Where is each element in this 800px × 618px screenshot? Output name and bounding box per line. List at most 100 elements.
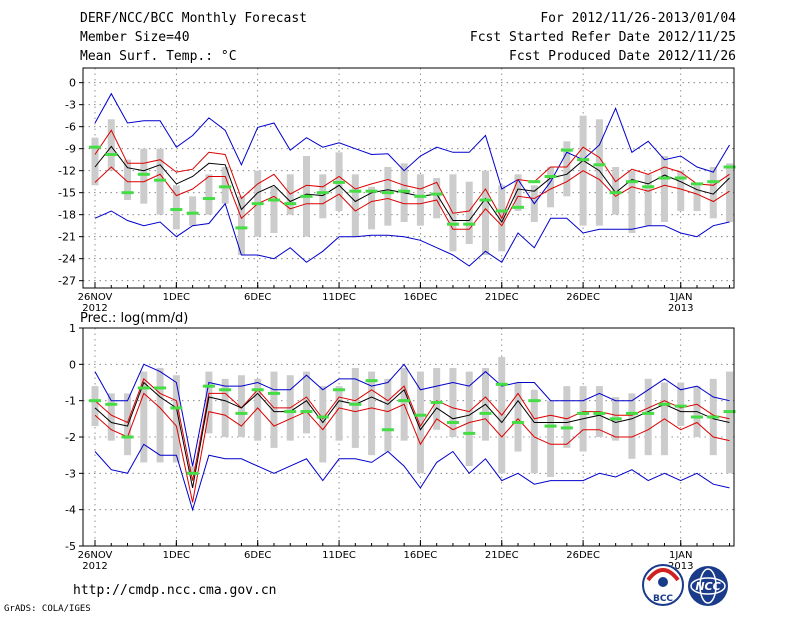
x-tick-label: 11DEC (322, 292, 356, 303)
x-tick-label: 1JAN (669, 292, 692, 303)
ensemble-range-bar (140, 371, 148, 463)
ensemble-range-bar (156, 367, 164, 463)
y-tick-label: -18 (58, 209, 76, 222)
y-tick-label: -1 (65, 395, 76, 408)
y-tick-label: 0 (69, 358, 76, 371)
ensemble-range-bar (449, 367, 457, 437)
x-tick-label: 21DEC (485, 550, 519, 561)
x-year-label: 2012 (82, 561, 107, 572)
svg-text:NCC: NCC (695, 580, 720, 593)
ensemble-range-bar (205, 371, 213, 434)
panel-frame (82, 67, 735, 289)
ensemble-range-bar (221, 378, 229, 437)
y-tick-label: -12 (58, 165, 76, 178)
series-max-line (94, 363, 730, 467)
ensemble-range-bar (205, 174, 213, 215)
x-tick-label: 1JAN (669, 550, 692, 561)
ensemble-range-bar (563, 141, 571, 197)
ensemble-range-bar (351, 367, 359, 448)
x-year-label: 2012 (82, 303, 107, 314)
ensemble-range-bar (677, 170, 685, 211)
ensemble-range-bar (514, 382, 522, 452)
source-url[interactable]: http://cmdp.ncc.cma.gov.cn (73, 583, 277, 598)
y-tick-label: -3 (65, 467, 76, 480)
ensemble-range-bar (563, 386, 571, 448)
ensemble-range-bar (416, 371, 424, 474)
ensemble-range-bar (644, 174, 652, 226)
ensemble-range-bar (107, 393, 115, 441)
ensemble-range-bar (368, 371, 376, 456)
ensemble-range-bar (628, 170, 636, 233)
ensemble-range-bar (709, 167, 717, 219)
ensemble-range-bar (530, 389, 538, 474)
x-tick-label: 26DEC (566, 550, 600, 561)
ensemble-range-bar (189, 466, 197, 474)
chart-title: DERF/NCC/BCC Monthly Forecast (80, 11, 307, 26)
ensemble-range-bar (465, 371, 473, 467)
ensemble-range-bar (319, 174, 327, 219)
y-tick-label: -4 (65, 504, 76, 517)
x-tick-label: 26NOV (78, 550, 113, 561)
ensemble-range-bar (433, 178, 441, 219)
grads-credit: GrADS: COLA/IGES (4, 604, 91, 614)
y-tick-label: -5 (65, 540, 76, 553)
x-tick-label: 1DEC (163, 292, 190, 303)
ensemble-range-bar (612, 167, 620, 215)
series-upper-line (94, 378, 730, 481)
ensemble-range-bar (140, 148, 148, 204)
ensemble-range-bar (270, 371, 278, 448)
bcc-logo: BCC (642, 564, 684, 606)
x-tick-label: 6DEC (244, 550, 271, 561)
ensemble-range-bar (384, 167, 392, 226)
series-min-line (94, 443, 730, 512)
ensemble-range-bar (319, 386, 327, 463)
y-tick-label: -3 (65, 99, 76, 112)
y-tick-label: -6 (65, 121, 76, 134)
x-tick-label: 21DEC (485, 292, 519, 303)
ensemble-range-bar (237, 196, 245, 255)
series-mean-line (94, 145, 730, 223)
ensemble-range-bar (254, 378, 262, 441)
ensemble-range-bar (726, 371, 734, 474)
x-tick-label: 26NOV (78, 292, 113, 303)
ensemble-range-bar (644, 378, 652, 456)
ensemble-range-bar (107, 119, 115, 171)
x-tick-label: 16DEC (404, 550, 438, 561)
ensemble-range-bar (335, 386, 343, 441)
y-tick-label: 1 (69, 322, 76, 335)
ncc-logo: NCC (688, 566, 728, 606)
series-lower-line (94, 392, 730, 503)
ensemble-range-bar (368, 186, 376, 230)
ensemble-range-bar (124, 159, 132, 200)
ensemble-range-bar (172, 185, 180, 230)
series-max-line (94, 92, 730, 205)
ensemble-range-bar (91, 137, 99, 186)
ensemble-range-bar (595, 119, 603, 226)
ensemble-range-bar (189, 196, 197, 226)
x-year-label: 2013 (668, 303, 693, 314)
y-tick-label: -21 (58, 231, 76, 244)
y-tick-label: -15 (58, 187, 76, 200)
series-mean-line (94, 381, 730, 488)
y-tick-label: -2 (65, 431, 76, 444)
member-size: Member Size=40 (80, 30, 190, 45)
ensemble-range-bar (465, 181, 473, 244)
variable-label: Mean Surf. Temp.: °C (80, 49, 237, 64)
ensemble-range-bar (351, 174, 359, 237)
x-tick-label: 1DEC (163, 550, 190, 561)
ensemble-range-bar (270, 186, 278, 233)
svg-text:BCC: BCC (653, 594, 673, 604)
ensemble-range-bar (433, 367, 441, 430)
series-min-line (94, 202, 730, 267)
ensemble-range-bar (303, 371, 311, 434)
ensemble-range-bar (91, 386, 99, 427)
x-tick-label: 11DEC (322, 550, 356, 561)
ensemble-range-bar (481, 170, 489, 255)
y-tick-label: 0 (69, 77, 76, 90)
y-tick-label: -9 (65, 143, 76, 156)
ensemble-range-bar (660, 156, 668, 222)
y-tick-label: -27 (58, 275, 76, 288)
series-lower-line (94, 166, 730, 230)
